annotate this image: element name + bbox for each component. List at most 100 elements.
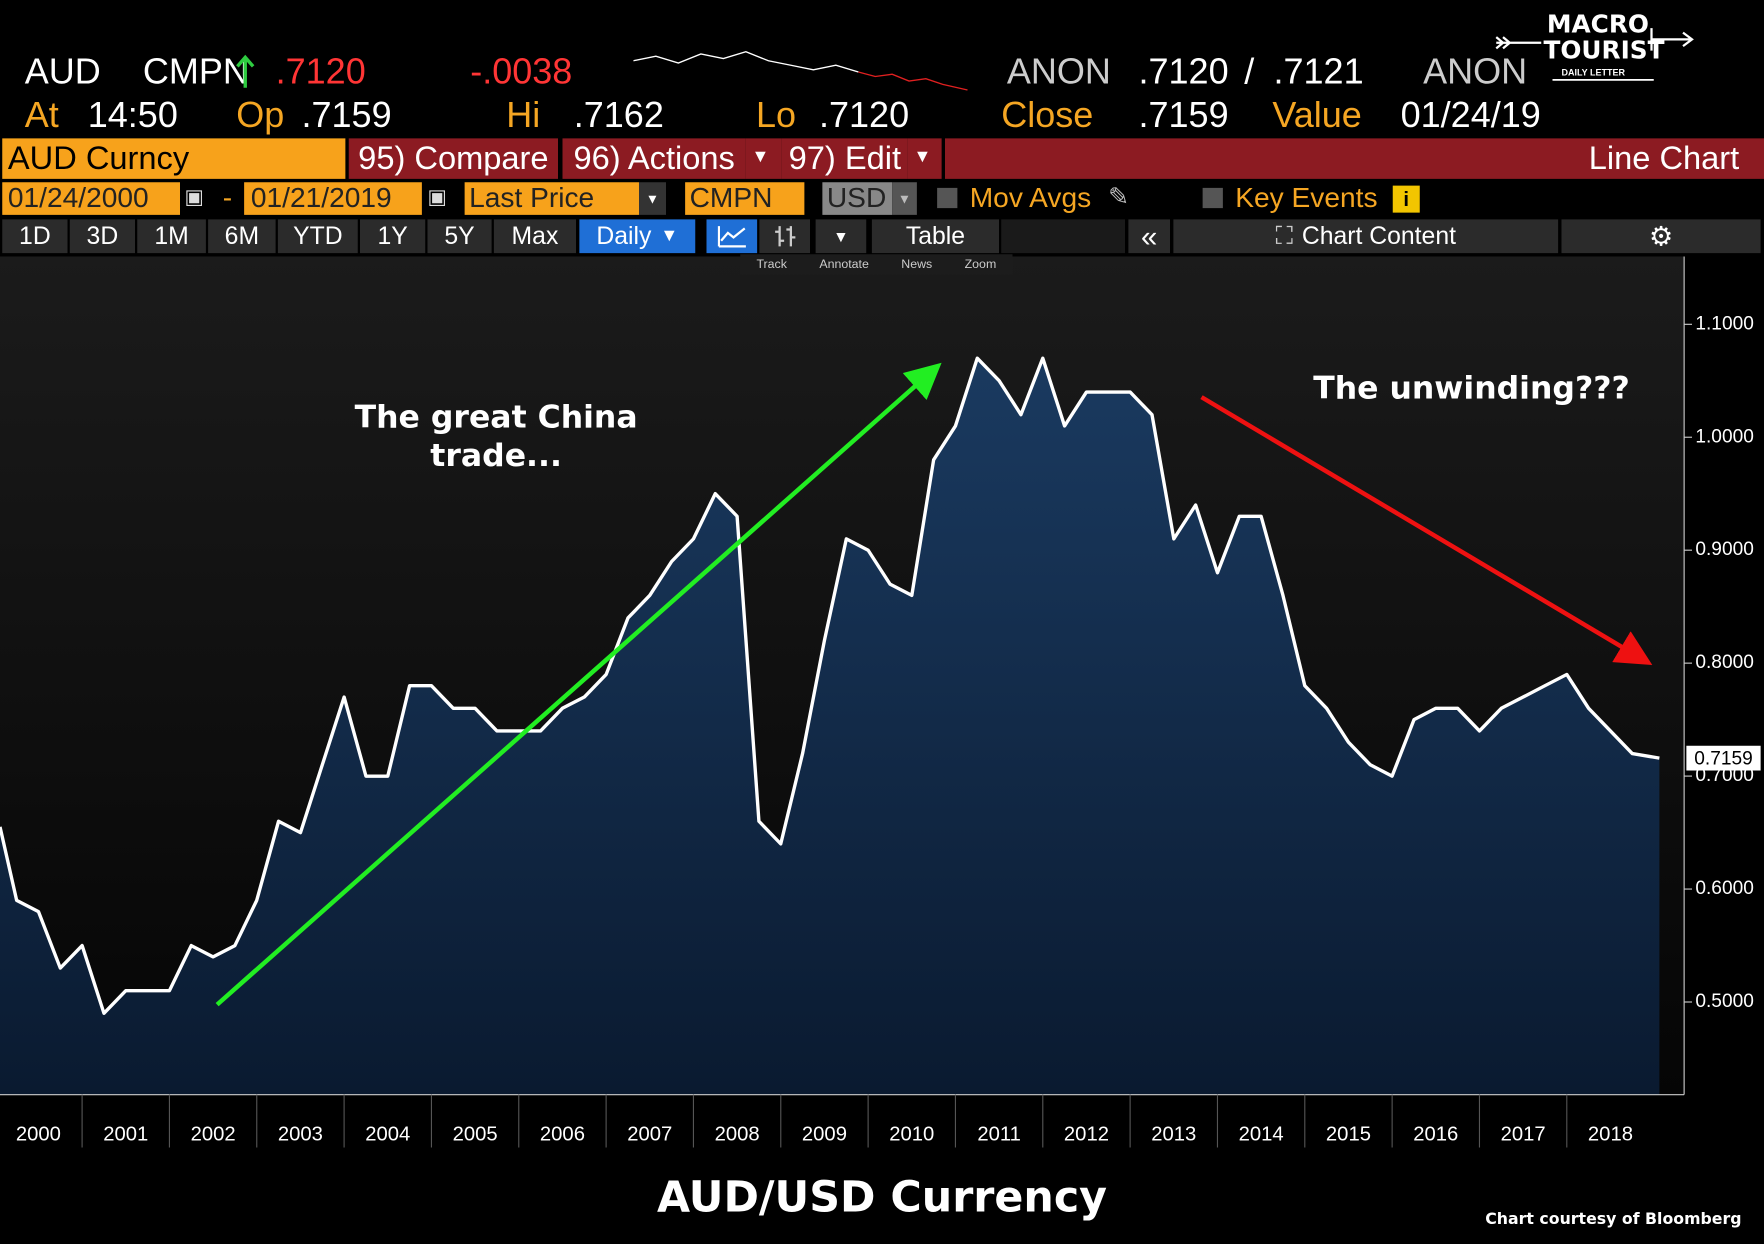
x-tick-label: 2001 — [103, 1123, 148, 1145]
date-dash: - — [222, 182, 233, 214]
annotation: The great China trade... — [354, 398, 638, 474]
last-value-tag — [1686, 745, 1761, 771]
bid-source: ANON — [1006, 50, 1111, 92]
range-button[interactable]: 1Y — [360, 219, 426, 254]
key-events: Key Events — [1235, 182, 1378, 214]
table-button[interactable]: Table — [871, 219, 999, 254]
date: 01/24/19 — [1400, 94, 1541, 135]
y-tick-label: 0.5000 — [1695, 991, 1753, 1012]
x-tick-label: 2008 — [715, 1123, 760, 1145]
dropdown-icon: ▼ — [639, 182, 666, 215]
start-date[interactable]: 01/24/2000 — [2, 182, 180, 215]
open-label: Op — [236, 94, 285, 135]
high: .7162 — [573, 94, 664, 135]
logo-tag: DAILY LETTER — [1561, 67, 1626, 78]
logo-line2: TOURIST — [1543, 37, 1665, 66]
checkbox[interactable] — [937, 187, 958, 209]
last-value-label: 0.7159 — [1694, 748, 1752, 769]
chart-title: AUD/USD Currency — [656, 1172, 1108, 1222]
frequency-button[interactable]: Daily ▼ — [579, 219, 696, 254]
x-tick-label: 2010 — [889, 1123, 934, 1145]
area — [0, 358, 1660, 1095]
high-label: Hi — [506, 94, 541, 135]
dropdown-icon: ▼ — [660, 226, 679, 246]
x-tick-label: 2006 — [540, 1123, 585, 1145]
dropdown-icon: ▼ — [913, 147, 932, 167]
ticker: AUD — [24, 50, 101, 92]
source-field[interactable]: CMPN — [685, 182, 805, 215]
y-tick-label: 0.6000 — [1695, 878, 1753, 899]
x-tick-label: 2018 — [1588, 1123, 1633, 1145]
bar-icon[interactable] — [759, 219, 810, 254]
range-button[interactable]: 1D — [2, 219, 68, 254]
field-select[interactable]: Last Price — [464, 182, 639, 215]
edit-button[interactable]: 97) Edit — [781, 138, 908, 179]
plot — [0, 356, 1660, 1095]
tool: News — [901, 257, 933, 272]
logo-line1: MACRO — [1546, 11, 1649, 40]
close-label: Close — [1001, 94, 1094, 135]
line — [0, 356, 1660, 1015]
up-arrow — [236, 54, 255, 88]
currency-field[interactable]: USD — [822, 182, 893, 215]
x-tick-label: 2003 — [278, 1123, 323, 1145]
range-button[interactable]: Max — [493, 219, 576, 254]
ask: .7121 — [1273, 50, 1364, 92]
range-button[interactable]: 6M — [208, 219, 276, 254]
chart-content-button[interactable]: ⛶ Chart Content — [1173, 219, 1559, 254]
x-tick-label: 2009 — [802, 1123, 847, 1145]
x-tick-label: 2004 — [365, 1123, 410, 1145]
actions-button[interactable]: 96) Actions — [562, 138, 746, 179]
credit: Chart courtesy of Bloomberg — [1485, 1210, 1742, 1229]
x-tick-label: 2002 — [191, 1123, 236, 1145]
compare-button[interactable]: 95) Compare — [348, 138, 558, 179]
red-arrow — [1200, 395, 1653, 666]
range-button[interactable]: 3D — [69, 219, 135, 254]
y-tick-label: 1.1000 — [1695, 313, 1753, 334]
green-arrow — [215, 362, 942, 1007]
x-tick-label: 2012 — [1064, 1123, 1109, 1145]
button-bg — [907, 138, 942, 179]
security-field[interactable]: AUD Curncy — [2, 138, 346, 179]
dropdown-icon: ▼ — [751, 147, 770, 167]
settings-icon[interactable]: ⚙ — [1561, 219, 1761, 254]
range-button[interactable]: YTD — [277, 219, 358, 254]
low: .7120 — [819, 94, 910, 135]
pencil-icon: ✎ — [1108, 182, 1129, 211]
source: CMPN — [142, 50, 249, 92]
line-icon[interactable] — [706, 219, 758, 254]
chart-content: Chart Content — [1301, 221, 1456, 250]
frequency: Daily — [596, 221, 652, 250]
chart: 0.50000.60000.70000.80000.90001.00001.10… — [0, 256, 1761, 1148]
x-tick-label: 2014 — [1239, 1123, 1284, 1145]
last-price: .7120 — [275, 50, 366, 92]
x-tick-label: 2005 — [453, 1123, 498, 1145]
separator: / — [1244, 50, 1255, 92]
collapse-icon[interactable]: « — [1128, 219, 1170, 254]
x-tick-label: 2015 — [1326, 1123, 1371, 1145]
dropdown-icon: ▼ — [892, 182, 917, 215]
spacer — [1001, 219, 1125, 254]
calendar-icon: ▣ — [427, 185, 447, 209]
y-tick-label: 0.9000 — [1695, 539, 1753, 560]
range-button[interactable]: 5Y — [427, 219, 492, 254]
range-button[interactable]: 1M — [137, 219, 206, 254]
calendar-icon: ▣ — [184, 185, 204, 209]
low-label: Lo — [756, 94, 797, 135]
view-label: Line Chart — [945, 138, 1764, 179]
dropdown-icon[interactable]: ▼ — [815, 219, 867, 254]
end-date[interactable]: 01/21/2019 — [244, 182, 422, 215]
chart-icon: ⛶ — [1275, 221, 1293, 250]
close: .7159 — [1138, 94, 1229, 135]
open: .7159 — [301, 94, 392, 135]
time: 14:50 — [87, 94, 178, 135]
x-tick-label: 2011 — [977, 1123, 1021, 1145]
info-icon[interactable]: i — [1392, 185, 1420, 213]
logo-arrows — [1495, 28, 1694, 81]
checkbox[interactable] — [1202, 187, 1223, 209]
y-tick-label: 1.0000 — [1695, 426, 1753, 447]
x-tick-label: 2017 — [1501, 1123, 1546, 1145]
y-tick-label: 0.8000 — [1695, 652, 1753, 673]
